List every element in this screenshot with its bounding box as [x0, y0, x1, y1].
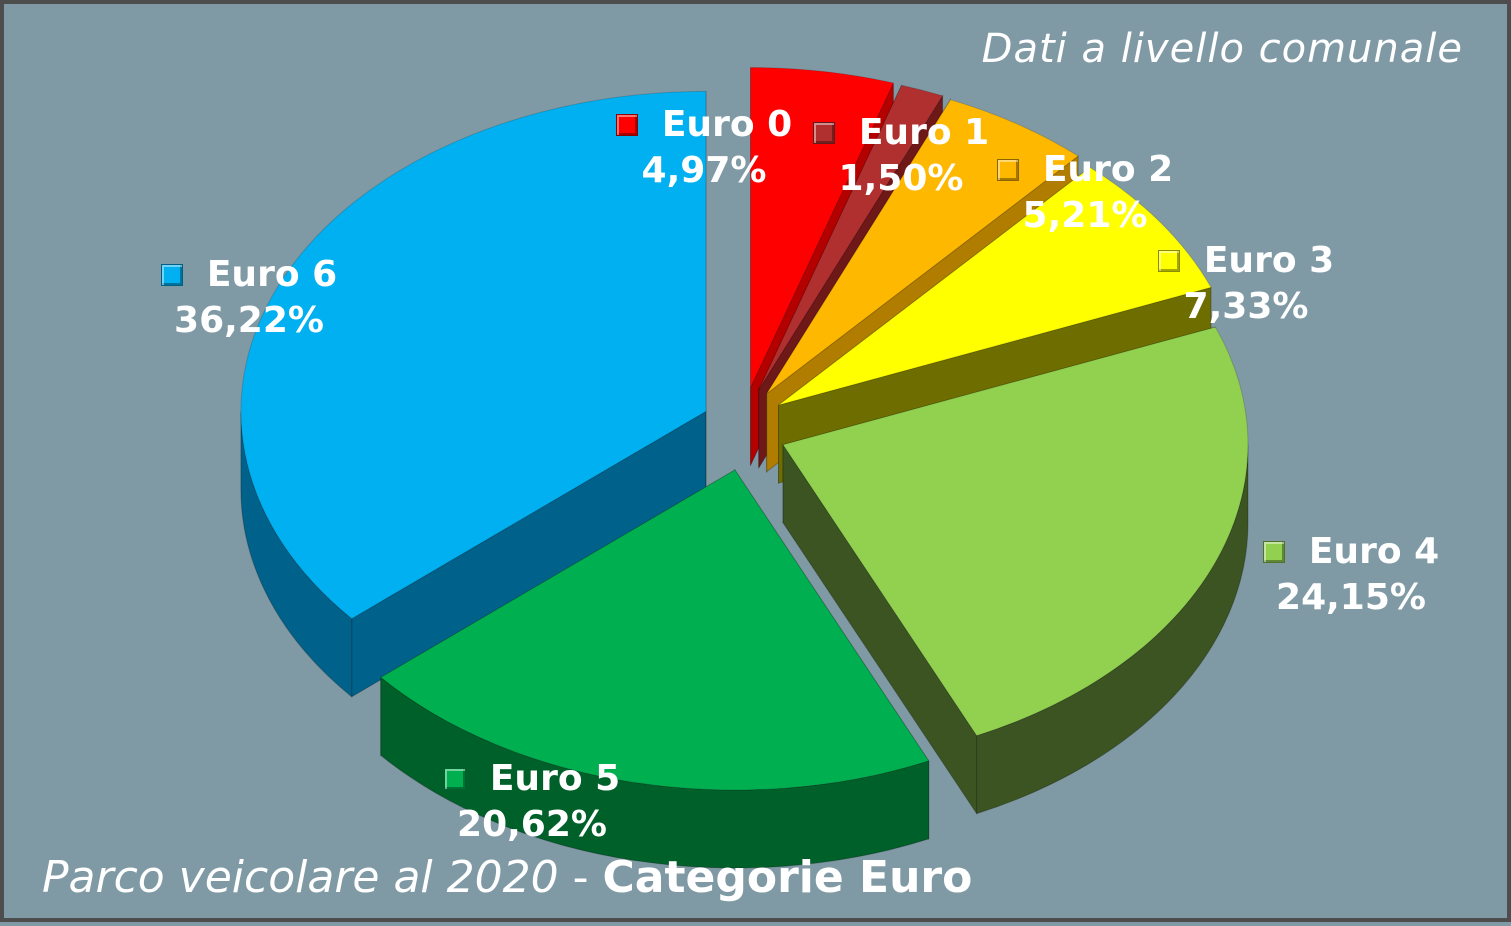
title-part-2: Categorie Euro [602, 852, 973, 903]
slice-category-label: Euro 4 [1308, 531, 1440, 572]
chart-subtitle: Dati a livello comunale [981, 26, 1463, 72]
slice-top-face [240, 90, 707, 620]
slice-label-euro-0: Euro 0 4,97% [594, 102, 814, 194]
slice-top-face [782, 326, 1249, 737]
slice-value-label: 7,33% [1183, 286, 1309, 327]
slice-value-label: 1,50% [838, 158, 964, 199]
slice-label-euro-4: Euro 4 24,15% [1241, 529, 1461, 621]
slice-label-euro-3: Euro 3 7,33% [1136, 238, 1356, 330]
slice-label-euro-2: Euro 2 5,21% [975, 147, 1195, 239]
title-part-1: Parco veicolare al 2020 [42, 852, 559, 903]
slice-value-label: 24,15% [1276, 577, 1426, 618]
slice-outer-wall [976, 444, 1249, 815]
legend-swatch [615, 114, 638, 136]
chart-title: Parco veicolare al 2020 - Categorie Euro [42, 852, 972, 903]
legend-swatch [1262, 541, 1285, 563]
slice-category-label: Euro 6 [206, 254, 338, 295]
pie-slice-euro-5 [379, 468, 930, 869]
pie-chart [240, 66, 1249, 869]
slice-value-label: 4,97% [641, 150, 767, 191]
slice-value-label: 36,22% [174, 300, 324, 341]
slice-top-face [758, 84, 944, 390]
slice-category-label: Euro 2 [1042, 149, 1174, 190]
legend-swatch [1157, 250, 1180, 272]
slice-value-label: 5,21% [1022, 195, 1148, 236]
pie-slice-euro-4 [782, 326, 1249, 816]
legend-swatch [812, 122, 835, 144]
legend-swatch [996, 159, 1019, 181]
slice-label-euro-6: Euro 6 36,22% [139, 252, 359, 344]
slice-category-label: Euro 5 [489, 758, 621, 799]
slice-top-face [750, 66, 895, 388]
legend-swatch [160, 264, 183, 286]
slice-category-label: Euro 0 [661, 104, 793, 145]
legend-swatch [443, 768, 466, 790]
slice-category-label: Euro 1 [858, 112, 990, 153]
title-separator: - [558, 852, 603, 903]
slice-label-euro-5: Euro 5 20,62% [422, 756, 642, 848]
slice-category-label: Euro 3 [1203, 240, 1335, 281]
pie-slice-euro-6 [240, 90, 707, 698]
slice-label-euro-1: Euro 1 1,50% [791, 110, 1011, 202]
slice-top-face [379, 469, 930, 791]
slice-top-face [778, 166, 1212, 406]
slice-value-label: 20,62% [457, 804, 607, 845]
